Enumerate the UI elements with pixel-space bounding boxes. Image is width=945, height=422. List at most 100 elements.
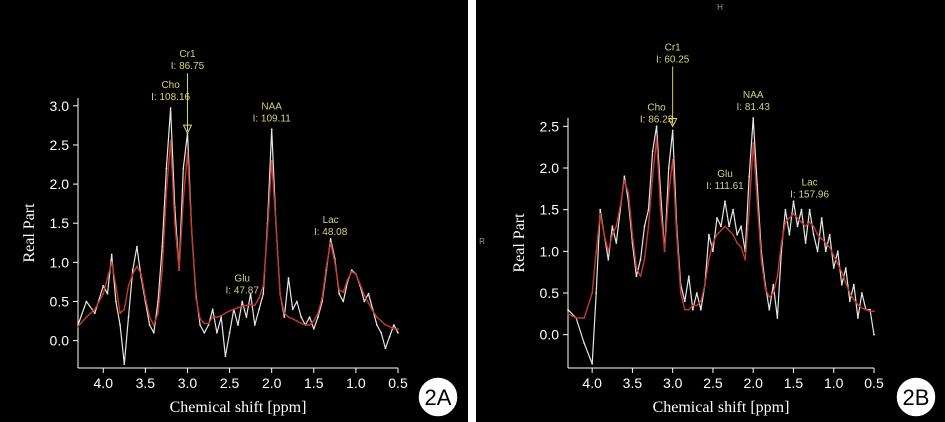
panel-2b-y-tick-label: 0.0 [540, 327, 560, 343]
panel-2a-fit-point [384, 324, 387, 326]
panel-2b-measured-point [752, 117, 755, 119]
panel-2a-fit-point [283, 312, 286, 315]
panel-2a-measured-point [338, 292, 340, 295]
panel-2a-fit-point [148, 316, 151, 318]
panel-2a-fit-point [224, 312, 227, 315]
panel-2b-measured-point [720, 225, 722, 228]
panel-2b-fit-point [788, 217, 791, 219]
panel-2a-fit-point [266, 230, 269, 232]
panel-2b-fit-point [732, 233, 734, 236]
panel-2a-x-tick-label: 3.5 [136, 375, 156, 391]
panel-2a-fit-point [131, 273, 134, 275]
panel-2a-measured-point [350, 269, 353, 272]
panel-2a-fit-point [207, 322, 210, 325]
panel-2a-measured-point [392, 324, 395, 326]
panel-2a-measured-point [287, 277, 290, 279]
panel-2b-fit-point [760, 258, 763, 261]
panel-2a-fit-point [317, 312, 319, 315]
panel-2a-fit-point [388, 325, 391, 328]
panel-2b-annotation-value: I: 81.43 [737, 102, 771, 113]
panel-2b-measured-point [728, 225, 730, 228]
panel-2b-measured-point [792, 200, 795, 203]
panel-2b-x-tick-label: 2.0 [743, 375, 763, 391]
panel-2b-fit-point [700, 300, 702, 303]
panel-2a-x-tick-label: 0.5 [388, 375, 408, 391]
panel-2a-fit-point [157, 312, 159, 315]
panel-2b-annotation-value: I: 111.61 [706, 181, 744, 192]
panel-2a-y-tick-label: 2.5 [50, 137, 70, 153]
panel-2a-fit-point [186, 151, 189, 154]
panel-2a-fit-point [312, 320, 315, 322]
panel-2b-fit-point [808, 221, 811, 224]
panel-2a-y-tick-label: 2.0 [50, 176, 70, 192]
panel-2b-fit-point [780, 242, 783, 244]
panel-2b-fit-point [643, 258, 646, 261]
panel-2b-measured-point [655, 125, 658, 128]
panel-2a-measured-point [270, 128, 273, 131]
panel-2b-x-axis-label: Chemical shift [ppm] [653, 399, 790, 416]
panel-2b-measured-point [840, 283, 843, 286]
panel-2b-label-text: 2B [903, 385, 930, 410]
panel-2a-fit-point [203, 322, 206, 325]
panel-2b-fit-point [583, 317, 585, 319]
panel-2a-measured-point [203, 331, 206, 334]
panel-2a-fit-point [93, 308, 96, 311]
panel-2a-fit-point [152, 324, 155, 326]
panel-2a-measured-point [258, 308, 260, 311]
panel-2b-measured-point [716, 217, 718, 219]
panel-2b-measured-point [796, 225, 799, 228]
panel-2b-measured-point [768, 308, 771, 311]
panel-2b-annotation-name: Lac [802, 178, 818, 189]
panel-2b-fit-point [800, 221, 803, 224]
panel-2a-fit-point [136, 265, 138, 268]
panel-2b-x-tick-label: 3.5 [623, 375, 643, 391]
panel-2b-orientation-mark-left: R [479, 237, 485, 246]
panel-2b-measured-point [844, 267, 847, 269]
panel-2b-fit-point [816, 233, 819, 236]
panel-2b-fit-point [796, 217, 799, 219]
panel-2b-fit-point [764, 287, 767, 290]
panel-2b-measured-point [804, 242, 807, 244]
panel-2b-fit-point [784, 221, 787, 224]
panel-2a-fit-point [363, 294, 366, 297]
panel-2b-measured-point [748, 175, 751, 178]
panel-2a-measured-point [165, 167, 168, 170]
panel-2b-label-badge [895, 376, 937, 418]
panel-2a-fit-point [296, 320, 298, 322]
panel-2b-fit-point [873, 310, 875, 313]
panel-2b-measured-point [700, 308, 702, 311]
panel-2b-fit-point [591, 292, 594, 294]
panel-2a-fit-point [397, 328, 399, 330]
panel-2a-measured-point [312, 328, 315, 330]
panel-2a-annotation-name: Cr1 [179, 49, 196, 60]
panel-2b-fit-point [691, 304, 694, 307]
panel-2a-measured-point [119, 324, 121, 326]
panel-2b-fit-point [768, 296, 771, 299]
panel-2a-measured-point [397, 331, 399, 334]
panel-2b-fit-point [575, 317, 577, 319]
panel-2a-measured-point [376, 324, 378, 326]
panel-2b-fit-point [848, 292, 851, 294]
panel-2b-fit-point [744, 258, 747, 261]
panel-2b-fit-point [599, 212, 602, 215]
panel-2b-fit-point [724, 225, 726, 228]
panel-2b-fit-point [720, 229, 722, 232]
panel-2b-fit-point [663, 250, 666, 253]
spectrum-panel-b: 2.5 2.0 1.5 1.0 0.5 0.0 4.0 3.5 3.0 2.5 2.0 1.5 1.0 0… [476, 0, 945, 422]
panel-2a-measured-point [245, 316, 248, 318]
panel-2a-fit-point [308, 324, 311, 326]
panel-2b-measured-point [583, 342, 585, 344]
panel-2a-annotation-arrowhead [182, 124, 193, 135]
panel-2a-fit-point [178, 269, 181, 272]
panel-2a-measured-point [182, 167, 185, 170]
panel-2a-fit-point [199, 317, 202, 320]
panel-2b-annotation-value: I: 157.96 [790, 190, 829, 201]
panel-2a-fit-point [287, 316, 290, 318]
panel-2a-measured-point [262, 292, 265, 295]
panel-2a-measured-point [363, 300, 366, 303]
panel-2a-measured-point [207, 324, 210, 326]
panel-2b-fit-point [844, 282, 847, 284]
panel-2b-annotation-name: Glu [717, 169, 733, 180]
panel-2b-y-tick-label: 0.5 [540, 285, 560, 301]
